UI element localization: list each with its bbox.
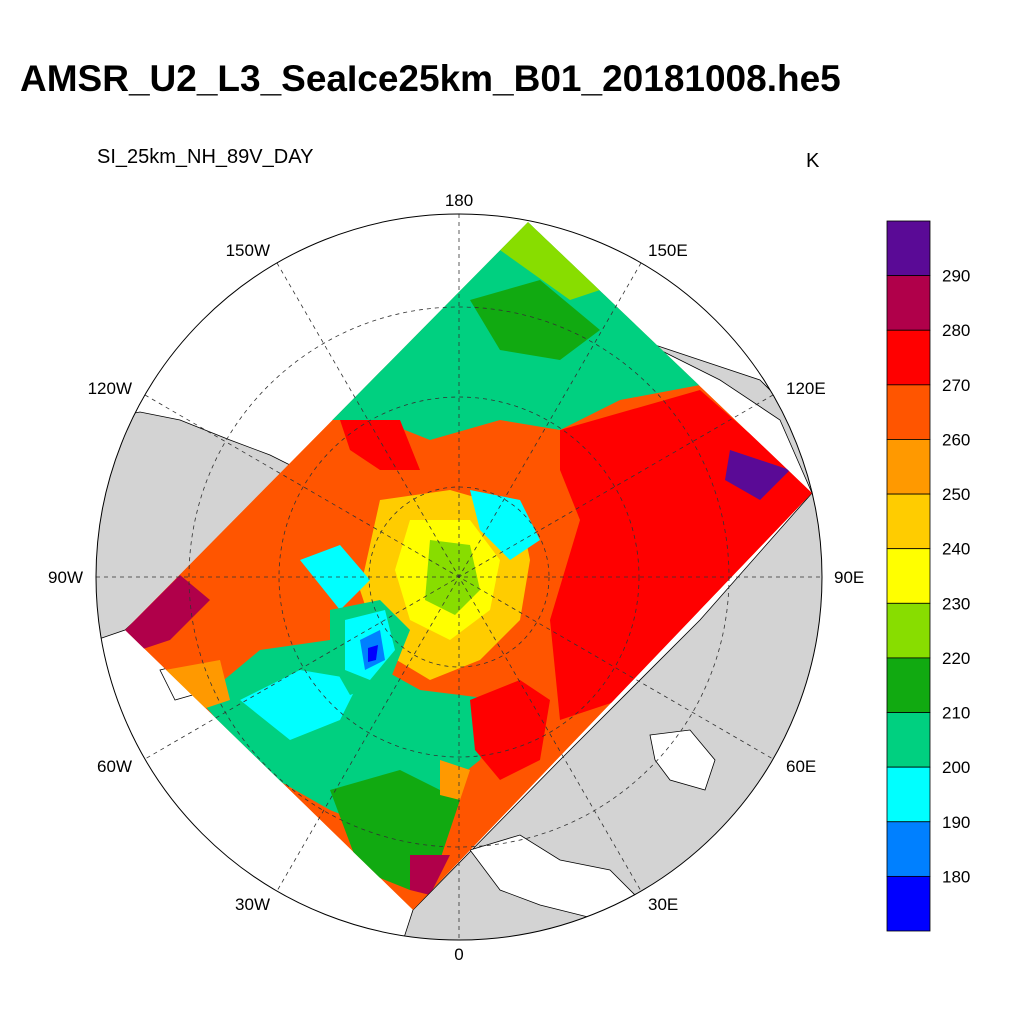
lon-label-150e: 150E (648, 241, 688, 260)
lon-label-180: 180 (445, 191, 473, 210)
lon-label-60w: 60W (97, 757, 132, 776)
colorbar-swatch (886, 220, 931, 277)
eurasia-land (399, 339, 822, 940)
colorbar-swatch (886, 821, 931, 877)
colorbar-tick-label: 290 (942, 267, 970, 286)
lon-label-0: 0 (454, 945, 463, 964)
colorbar-tick-label: 210 (942, 704, 970, 723)
units-label: K (806, 150, 820, 172)
data-swath (125, 222, 812, 910)
colorbar-tick-label: 280 (942, 321, 970, 340)
colorbar-swatch (886, 493, 931, 550)
map-title: AMSR_U2_L3_SeaIce25km_B01_20181008.he5 (20, 58, 841, 99)
lon-label-120w: 120W (88, 379, 132, 398)
lon-label-30e: 30E (648, 895, 678, 914)
colorbar-swatch (886, 766, 931, 823)
colorbar-tick-label: 180 (942, 867, 970, 886)
lon-label-60e: 60E (786, 757, 816, 776)
colorbar: 290 280 270 260 250 240 230 220 210 200 190 180 (886, 220, 970, 932)
colorbar-tick-label: 220 (942, 649, 970, 668)
colorbar-tick-label: 230 (942, 594, 970, 613)
colorbar-tick-label: 260 (942, 430, 970, 449)
lon-label-30w: 30W (235, 895, 270, 914)
variable-subtitle: SI_25km_NH_89V_DAY (97, 146, 314, 168)
lon-label-120e: 120E (786, 379, 826, 398)
colorbar-swatch (886, 439, 931, 495)
graticule (96, 214, 822, 940)
colorbar-swatch (886, 602, 931, 659)
colorbar-swatch (886, 548, 931, 604)
caspian-sea (649, 729, 716, 791)
map-boundary-circle (95, 213, 823, 941)
lon-label-90e: 90E (834, 568, 864, 587)
colorbar-tick-label: 250 (942, 485, 970, 504)
colorbar-swatch (886, 657, 931, 713)
colorbar-swatch (886, 329, 931, 386)
colorbar-tick-label: 200 (942, 758, 970, 777)
lon-label-150w: 150W (226, 241, 270, 260)
lon-label-90w: 90W (48, 568, 83, 587)
colorbar-tick-label: 270 (942, 376, 970, 395)
colorbar-tick-label: 190 (942, 813, 970, 832)
colorbar-swatch (886, 275, 931, 331)
colorbar-swatch (886, 875, 931, 932)
colorbar-swatch (886, 384, 931, 440)
colorbar-swatch (886, 712, 931, 768)
colorbar-tick-label: 240 (942, 540, 970, 559)
